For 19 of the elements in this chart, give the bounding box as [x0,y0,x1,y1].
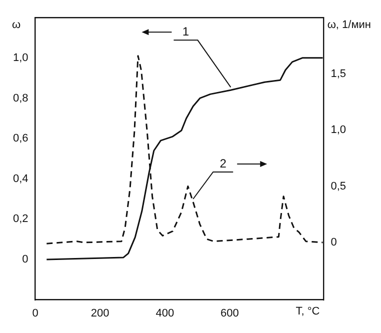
annotation: 1 [182,24,190,38]
y-tick-label: 0,6 [12,132,28,145]
y-tick-label: 0,2 [12,213,28,226]
x-axis-title: T, °C [296,305,320,318]
y-tick-label: 0,4 [12,172,28,185]
y2-tick-label: 1,0 [330,124,346,136]
x-tick-label: 0 [32,307,38,320]
y2-axis-title: ω, 1/мин [327,19,371,32]
y-axis-title: ω [12,19,21,32]
annotation: 2 [220,156,227,170]
y2-tick-label: 1,5 [330,68,346,80]
x-tick-label: 400 [156,307,174,320]
y2-tick-label: 0,5 [330,180,346,192]
x-tick-label: 200 [90,307,110,320]
x-tick-label: 600 [220,307,239,320]
y-tick-label: 0,8 [12,92,28,104]
y-tick-label: 1,0 [12,52,28,64]
y2-tick-label: 0 [330,236,337,248]
y-tick-label: 0 [22,254,28,266]
